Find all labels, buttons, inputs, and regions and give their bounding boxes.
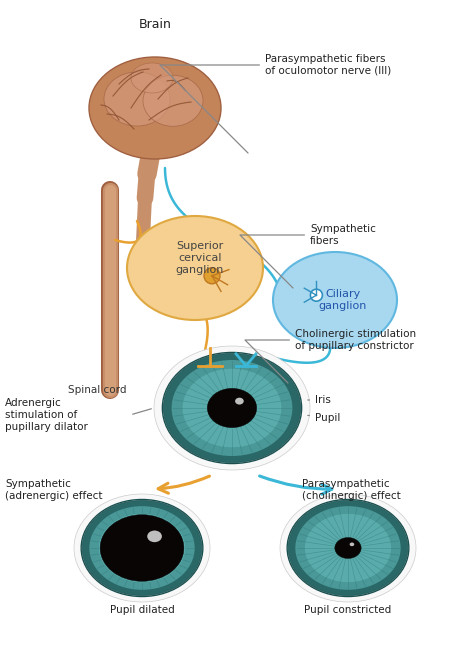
Ellipse shape [207, 388, 257, 428]
Ellipse shape [131, 63, 173, 93]
Text: Sympathetic
fibers: Sympathetic fibers [240, 224, 376, 288]
Ellipse shape [164, 353, 301, 463]
Ellipse shape [82, 501, 202, 596]
Ellipse shape [89, 506, 195, 590]
Text: Pupil dilated: Pupil dilated [109, 605, 174, 615]
Text: Pupil constricted: Pupil constricted [304, 605, 392, 615]
Text: Cholinergic stimulation
of pupillary constrictor: Cholinergic stimulation of pupillary con… [245, 329, 416, 383]
Ellipse shape [280, 494, 416, 602]
Ellipse shape [100, 515, 184, 581]
Ellipse shape [74, 494, 210, 602]
Text: Ciliary
ganglion: Ciliary ganglion [319, 289, 367, 311]
Ellipse shape [295, 506, 401, 590]
Ellipse shape [104, 72, 170, 126]
Text: Parasympathetic fibers
of oculomotor nerve (III): Parasympathetic fibers of oculomotor ner… [160, 54, 391, 153]
Circle shape [204, 268, 220, 284]
Text: Pupil: Pupil [308, 413, 340, 423]
Circle shape [310, 289, 322, 301]
Ellipse shape [288, 501, 408, 596]
Ellipse shape [182, 369, 282, 447]
Ellipse shape [335, 537, 361, 558]
Text: Sympathetic
(adrenergic) effect: Sympathetic (adrenergic) effect [5, 479, 102, 501]
Ellipse shape [89, 57, 221, 159]
Text: Spinal cord: Spinal cord [68, 385, 127, 395]
Text: Iris: Iris [308, 395, 331, 405]
Ellipse shape [143, 76, 203, 127]
Ellipse shape [147, 530, 162, 542]
Ellipse shape [154, 346, 310, 470]
Text: Brain: Brain [138, 19, 172, 32]
Text: Adrenergic
stimulation of
pupillary dilator: Adrenergic stimulation of pupillary dila… [5, 397, 88, 432]
Text: Parasympathetic
(cholinergic) effect: Parasympathetic (cholinergic) effect [302, 479, 401, 501]
Ellipse shape [235, 398, 244, 404]
Ellipse shape [305, 514, 391, 582]
Text: Superior
cervical
ganglion: Superior cervical ganglion [176, 240, 224, 275]
Ellipse shape [172, 360, 292, 456]
Ellipse shape [127, 216, 263, 320]
Ellipse shape [350, 543, 354, 546]
Ellipse shape [99, 514, 185, 582]
Ellipse shape [273, 252, 397, 348]
